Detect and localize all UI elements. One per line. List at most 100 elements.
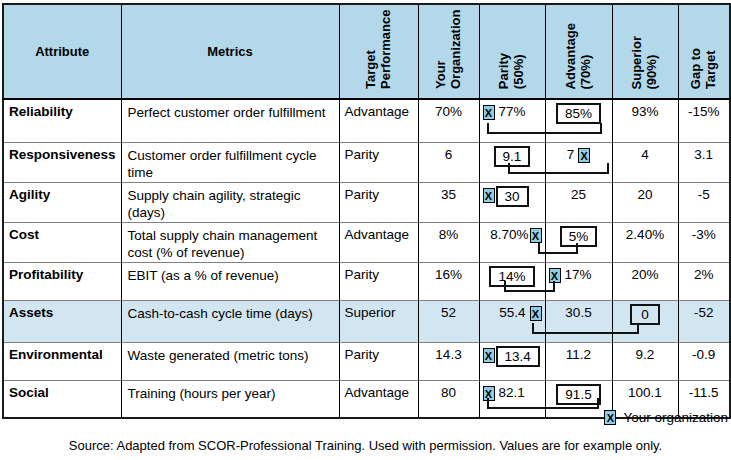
your-org-marker-icon: X (483, 105, 495, 120)
attribute-cell: Profitability (3, 262, 121, 300)
attribute-cell: Responsiveness (3, 142, 121, 182)
gap-to-target-cell: -52 (678, 300, 730, 342)
legend-label: Your organization (623, 410, 728, 425)
column-header-label: Gap to Target (689, 42, 719, 95)
your-organization-cell: 80 (418, 380, 479, 418)
superior-cell: 20% (612, 262, 678, 300)
target-connector-line (487, 398, 599, 409)
scorcard-page: Attribute Metrics Target Performance You… (0, 0, 731, 460)
your-organization-cell: 14.3 (418, 342, 479, 380)
column-header-attribute: Attribute (3, 4, 121, 99)
target-performance-cell: Advantage (339, 222, 418, 262)
your-org-marker-icon: X (578, 148, 590, 163)
table-row-agility: Agility Supply chain agility, strategic … (3, 182, 730, 222)
metrics-cell: Training (hours per year) (121, 380, 339, 418)
gap-to-target-cell: 2% (678, 262, 730, 300)
metrics-cell: Perfect customer order fulfillment (121, 99, 339, 142)
metrics-cell: Cash-to-cash cycle time (days) (121, 300, 339, 342)
target-value-box: 85% (556, 103, 601, 124)
column-header-gap-to-target: Gap to Target (678, 4, 730, 99)
target-performance-cell: Parity (339, 182, 418, 222)
table-header: Attribute Metrics Target Performance You… (3, 4, 730, 99)
target-performance-cell: Parity (339, 142, 418, 182)
gap-to-target-cell: -3% (678, 222, 730, 262)
target-value-box: 0 (630, 304, 660, 325)
superior-cell: 2.40% (612, 222, 678, 262)
target-value-box: 30 (496, 186, 529, 207)
column-header-label: Parity (50%) (497, 47, 527, 95)
parity-cell: X 82.1 (479, 380, 545, 418)
attribute-cell: Social (3, 380, 121, 418)
superior-cell: 4 (612, 142, 678, 182)
target-performance-cell: Parity (339, 342, 418, 380)
metrics-cell: Customer order fulfillment cycle time (121, 142, 339, 182)
your-organization-cell: 35 (418, 182, 479, 222)
column-header-label: Your Organization (434, 5, 464, 95)
attribute-cell: Cost (3, 222, 121, 262)
target-performance-cell: Parity (339, 262, 418, 300)
attribute-cell: Environmental (3, 342, 121, 380)
your-org-marker-icon: X (530, 228, 542, 243)
target-performance-cell: Advantage (339, 99, 418, 142)
your-org-marker-icon: X (530, 306, 542, 321)
column-header-superior: Superior (90%) (612, 4, 678, 99)
advantage-cell: 85% (545, 99, 612, 142)
your-organization-cell: 52 (418, 300, 479, 342)
table-row-cost: Cost Total supply chain management cost … (3, 222, 730, 262)
your-organization-cell: 8% (418, 222, 479, 262)
gap-to-target-cell: -5 (678, 182, 730, 222)
target-connector-line (504, 281, 555, 292)
legend: X Your organization (604, 409, 728, 425)
your-org-marker-icon: X (483, 188, 495, 203)
column-header-parity: Parity (50%) (479, 4, 545, 99)
column-header-your-organization: Your Organization (418, 4, 479, 99)
superior-cell: 93% (612, 99, 678, 142)
target-connector-line (508, 163, 609, 174)
attribute-cell: Reliability (3, 99, 121, 142)
target-value-box: 13.4 (496, 346, 540, 367)
your-organization-cell: 6 (418, 142, 479, 182)
column-header-metrics: Metrics (121, 4, 339, 99)
gap-to-target-cell: -15% (678, 99, 730, 142)
benchmark-value: 77% (499, 104, 526, 119)
gap-to-target-cell: 3.1 (678, 142, 730, 182)
superior-cell: 9.2 (612, 342, 678, 380)
attribute-cell: Assets (3, 300, 121, 342)
metrics-cell: Total supply chain management cost (% of… (121, 222, 339, 262)
your-org-marker-icon: X (483, 348, 495, 363)
parity-cell: 55.4 X (479, 300, 545, 342)
table-row-assets: Assets Cash-to-cash cycle time (days) Su… (3, 300, 730, 342)
your-org-marker-icon: X (604, 410, 616, 425)
advantage-cell: X 17% (545, 262, 612, 300)
column-header-label: Attribute (35, 44, 89, 59)
parity-cell: X 13.4 (479, 342, 545, 380)
your-organization-cell: 16% (418, 262, 479, 300)
advantage-cell: 25 (545, 182, 612, 222)
column-header-label: Metrics (207, 44, 253, 59)
benchmark-value: 17% (565, 267, 592, 282)
table-row-profitability: Profitability EBIT (as a % of revenue) P… (3, 262, 730, 300)
target-performance-cell: Superior (339, 300, 418, 342)
target-connector-line (487, 123, 602, 134)
target-connector-line (538, 243, 578, 254)
your-organization-cell: 70% (418, 99, 479, 142)
superior-cell: 20 (612, 182, 678, 222)
column-header-advantage: Advantage (70%) (545, 4, 612, 99)
metrics-cell: Supply chain agility, strategic (days) (121, 182, 339, 222)
attribute-cell: Agility (3, 182, 121, 222)
column-header-target-performance: Target Performance (339, 4, 418, 99)
parity-cell: 8.70% X (479, 222, 545, 262)
advantage-cell: 30.5 (545, 300, 612, 342)
metrics-cell: EBIT (as a % of revenue) (121, 262, 339, 300)
target-performance-cell: Advantage (339, 380, 418, 418)
table-row-responsiveness: Responsiveness Customer order fulfillmen… (3, 142, 730, 182)
parity-cell: 9.1 (479, 142, 545, 182)
target-connector-line (532, 323, 639, 334)
gap-to-target-cell: -0.9 (678, 342, 730, 380)
parity-cell: X 77% (479, 99, 545, 142)
column-header-label: Target Performance (364, 5, 394, 95)
table-row-reliability: Reliability Perfect customer order fulfi… (3, 99, 730, 142)
column-header-label: Superior (90%) (630, 30, 660, 95)
benchmark-value: 7 (567, 147, 575, 162)
parity-cell: 14% (479, 262, 545, 300)
